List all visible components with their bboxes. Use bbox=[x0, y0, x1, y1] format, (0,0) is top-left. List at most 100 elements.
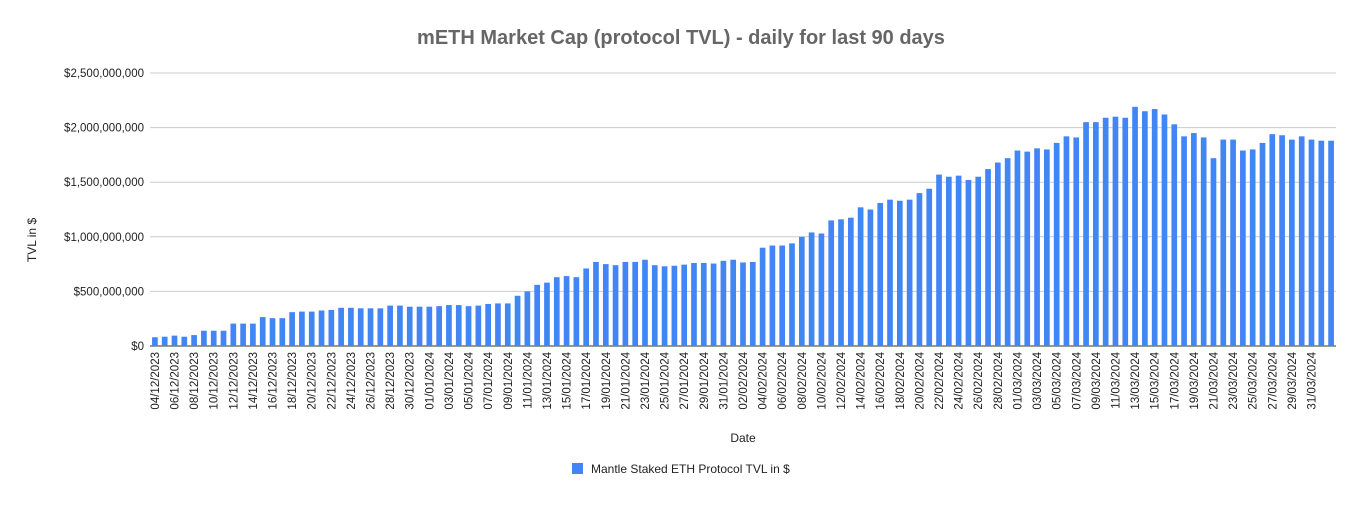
bar bbox=[1210, 158, 1217, 346]
y-axis-title: TVL in $ bbox=[25, 218, 39, 263]
bar bbox=[514, 295, 521, 346]
bar bbox=[945, 176, 952, 346]
bar bbox=[210, 330, 217, 346]
bar bbox=[1171, 124, 1178, 346]
bar bbox=[1044, 149, 1050, 346]
bar bbox=[838, 219, 844, 346]
x-tick-label: 22/12/2023 bbox=[326, 352, 338, 410]
x-tick-label: 13/03/2024 bbox=[1130, 351, 1142, 409]
x-tick-label: 29/03/2024 bbox=[1287, 351, 1299, 409]
x-tick-label: 31/03/2024 bbox=[1307, 351, 1319, 409]
bar bbox=[867, 209, 874, 346]
x-tick-label: 09/01/2024 bbox=[503, 351, 515, 409]
x-tick-label: 20/02/2024 bbox=[914, 351, 926, 409]
bar bbox=[495, 303, 501, 346]
x-tick-label: 11/03/2024 bbox=[1110, 351, 1122, 408]
bar bbox=[406, 306, 413, 346]
bar bbox=[730, 259, 737, 346]
bar bbox=[1200, 137, 1207, 346]
y-tick-label: $1,000,000,000 bbox=[64, 232, 144, 244]
x-tick-label: 27/01/2024 bbox=[679, 351, 691, 409]
bar bbox=[1318, 140, 1325, 346]
x-tick-label: 17/03/2024 bbox=[1169, 351, 1181, 409]
bar bbox=[426, 306, 433, 346]
x-tick-label: 24/02/2024 bbox=[954, 351, 966, 409]
x-tick-label: 23/01/2024 bbox=[640, 351, 652, 409]
bar bbox=[1230, 139, 1236, 346]
bar bbox=[818, 233, 825, 346]
bar bbox=[1308, 139, 1315, 346]
x-tick-label: 12/02/2024 bbox=[836, 351, 848, 409]
bar bbox=[1034, 148, 1040, 346]
bar bbox=[661, 266, 668, 346]
x-tick-label: 15/03/2024 bbox=[1150, 351, 1162, 409]
bar bbox=[161, 336, 168, 346]
x-tick-label: 12/12/2023 bbox=[228, 352, 240, 410]
y-tick-label: $500,000,000 bbox=[74, 286, 144, 298]
bar bbox=[1014, 150, 1021, 346]
x-tick-label: 14/12/2023 bbox=[248, 352, 260, 410]
x-tick-label: 25/03/2024 bbox=[1248, 351, 1260, 409]
x-tick-label: 23/03/2024 bbox=[1228, 351, 1240, 409]
bar bbox=[1093, 122, 1099, 346]
bar bbox=[534, 284, 540, 346]
x-tick-label: 15/01/2024 bbox=[562, 351, 574, 409]
y-axis-ticks: $0 $500,000,000 $1,000,000,000 $1,500,000,0… bbox=[64, 68, 144, 353]
bar bbox=[240, 323, 246, 346]
bar bbox=[152, 337, 158, 346]
bar bbox=[1240, 150, 1246, 346]
x-tick-label: 08/12/2023 bbox=[189, 352, 201, 410]
bar bbox=[416, 306, 423, 346]
bar bbox=[1191, 133, 1197, 346]
bar bbox=[769, 245, 776, 346]
x-tick-label: 16/02/2024 bbox=[875, 351, 887, 409]
chart-title: mETH Market Cap (protocol TVL) - daily f… bbox=[417, 27, 945, 49]
legend-label: Mantle Staked ETH Protocol TVL in $ bbox=[591, 462, 790, 476]
x-tick-label: 16/12/2023 bbox=[268, 352, 280, 410]
bar bbox=[1279, 135, 1285, 346]
bar bbox=[847, 217, 854, 346]
x-tick-label: 19/03/2024 bbox=[1189, 351, 1201, 409]
bar bbox=[1102, 117, 1109, 347]
bar bbox=[367, 308, 374, 346]
x-tick-label: 18/12/2023 bbox=[287, 352, 299, 410]
bar bbox=[279, 318, 286, 346]
bar bbox=[553, 277, 560, 346]
bar bbox=[1024, 151, 1031, 346]
x-tick-label: 26/02/2024 bbox=[973, 351, 985, 409]
x-tick-label: 10/12/2023 bbox=[209, 352, 221, 410]
bar bbox=[1151, 109, 1158, 346]
bar bbox=[1269, 134, 1276, 346]
bar bbox=[1181, 136, 1187, 346]
bar bbox=[259, 317, 266, 346]
bar bbox=[612, 265, 619, 346]
bar bbox=[455, 305, 462, 346]
bar bbox=[632, 261, 639, 346]
x-tick-label: 17/01/2024 bbox=[581, 351, 593, 409]
x-tick-label: 25/01/2024 bbox=[660, 351, 672, 409]
bar bbox=[691, 263, 697, 346]
bar bbox=[338, 307, 344, 346]
bar bbox=[710, 263, 717, 346]
bar bbox=[642, 259, 648, 346]
bar bbox=[965, 180, 972, 346]
x-tick-label: 28/12/2023 bbox=[385, 352, 397, 410]
x-tick-label: 29/01/2024 bbox=[699, 351, 711, 409]
bars bbox=[152, 106, 1334, 347]
x-tick-label: 28/02/2024 bbox=[993, 351, 1005, 409]
bar bbox=[671, 265, 678, 346]
bar bbox=[201, 330, 207, 346]
bar bbox=[1249, 149, 1256, 346]
bar bbox=[504, 303, 511, 346]
legend: Mantle Staked ETH Protocol TVL in $ bbox=[572, 462, 790, 476]
x-tick-label: 20/12/2023 bbox=[307, 352, 319, 410]
y-tick-label: $2,500,000,000 bbox=[64, 68, 144, 80]
x-tick-label: 13/01/2024 bbox=[542, 351, 554, 409]
bar bbox=[651, 265, 658, 346]
bar bbox=[475, 305, 482, 346]
x-tick-label: 02/02/2024 bbox=[738, 351, 750, 409]
x-tick-label: 01/01/2024 bbox=[424, 351, 436, 409]
x-axis-title: Date bbox=[730, 431, 756, 445]
legend-swatch bbox=[572, 463, 583, 474]
